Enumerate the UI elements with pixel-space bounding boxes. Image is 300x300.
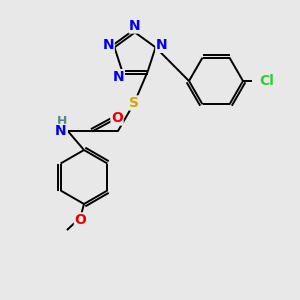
Text: Cl: Cl [260,74,274,88]
Text: N: N [156,38,167,52]
Text: O: O [74,213,86,227]
Text: H: H [56,115,67,128]
Text: S: S [129,96,139,110]
Text: N: N [113,70,124,84]
Text: N: N [55,124,67,139]
Text: N: N [103,38,114,52]
Text: N: N [129,19,141,33]
Text: O: O [111,111,123,125]
